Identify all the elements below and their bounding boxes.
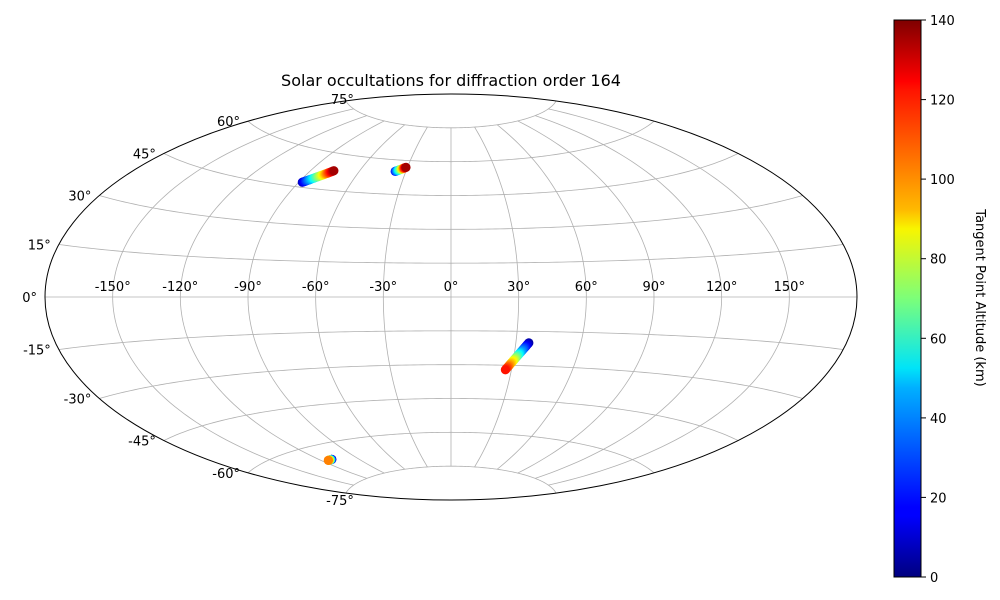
chart-title: Solar occultations for diffraction order… bbox=[281, 71, 621, 90]
latitude-gridline bbox=[345, 465, 557, 494]
colorbar-tick-label: 80 bbox=[930, 253, 947, 268]
longitude-gridline bbox=[315, 124, 406, 470]
longitude-gridline bbox=[474, 126, 520, 468]
latitude-tick-label: -45° bbox=[128, 435, 156, 450]
longitude-labels: -150° -120° -90° -60° -30° 0° 30° 60° 90° 120° 150… bbox=[95, 280, 805, 295]
longitude-gridline bbox=[548, 108, 790, 486]
longitude-gridline bbox=[382, 126, 428, 468]
longitude-tick-label: 60° bbox=[575, 280, 598, 295]
latitude-labels: 75° 60° 45° 30° 15° 0° -15° -30° -45° -60° -75° bbox=[22, 93, 354, 509]
colorbar bbox=[893, 19, 922, 578]
latitude-tick-label: 75° bbox=[331, 93, 354, 108]
occultation-point bbox=[500, 365, 510, 375]
colorbar-tick-label: 120 bbox=[930, 94, 955, 109]
longitude-gridline bbox=[517, 120, 655, 474]
longitude-tick-label: 120° bbox=[706, 280, 737, 295]
latitude-tick-label: 15° bbox=[28, 239, 51, 254]
longitude-gridline bbox=[112, 108, 354, 486]
latitude-tick-label: 60° bbox=[217, 115, 240, 130]
latitude-tick-label: 30° bbox=[68, 190, 91, 205]
map-boundary bbox=[44, 93, 858, 501]
longitude-tick-label: 150° bbox=[774, 280, 805, 295]
latitude-tick-label: 45° bbox=[133, 148, 156, 163]
colorbar-label: Tangent Point Altitude (km) bbox=[972, 208, 987, 386]
longitude-gridline bbox=[496, 124, 587, 470]
longitude-gridline bbox=[247, 120, 385, 474]
latitude-tick-label: 0° bbox=[22, 291, 37, 306]
longitude-gridline bbox=[179, 115, 367, 479]
colorbar-tick-label: 140 bbox=[930, 14, 955, 29]
longitude-gridline bbox=[535, 115, 723, 479]
longitude-tick-label: 30° bbox=[507, 280, 530, 295]
longitude-tick-label: -120° bbox=[162, 280, 198, 295]
longitude-tick-label: 90° bbox=[642, 280, 665, 295]
longitude-tick-label: -90° bbox=[234, 280, 262, 295]
colorbar-ticks: 140 120 100 80 60 40 20 0 bbox=[921, 14, 955, 586]
latitude-tick-label: -30° bbox=[64, 393, 92, 408]
latitude-tick-label: -15° bbox=[23, 344, 51, 359]
longitude-tick-label: -150° bbox=[95, 280, 131, 295]
data-points bbox=[297, 162, 534, 465]
colorbar-tick-label: 0 bbox=[930, 571, 938, 586]
longitude-tick-label: 0° bbox=[444, 280, 459, 295]
colorbar-tick-label: 40 bbox=[930, 412, 947, 427]
longitude-tick-label: -30° bbox=[369, 280, 397, 295]
latitude-tick-label: -75° bbox=[326, 494, 354, 509]
colorbar-tick-label: 20 bbox=[930, 491, 947, 506]
longitude-tick-label: -60° bbox=[302, 280, 330, 295]
occultation-point bbox=[323, 455, 333, 465]
occultation-point bbox=[401, 162, 411, 172]
graticule bbox=[45, 100, 857, 494]
colorbar-tick-label: 100 bbox=[930, 173, 955, 188]
latitude-tick-label: -60° bbox=[212, 467, 240, 482]
latitude-gridline bbox=[345, 100, 557, 129]
occultation-point bbox=[329, 166, 339, 176]
colorbar-tick-label: 60 bbox=[930, 332, 947, 347]
